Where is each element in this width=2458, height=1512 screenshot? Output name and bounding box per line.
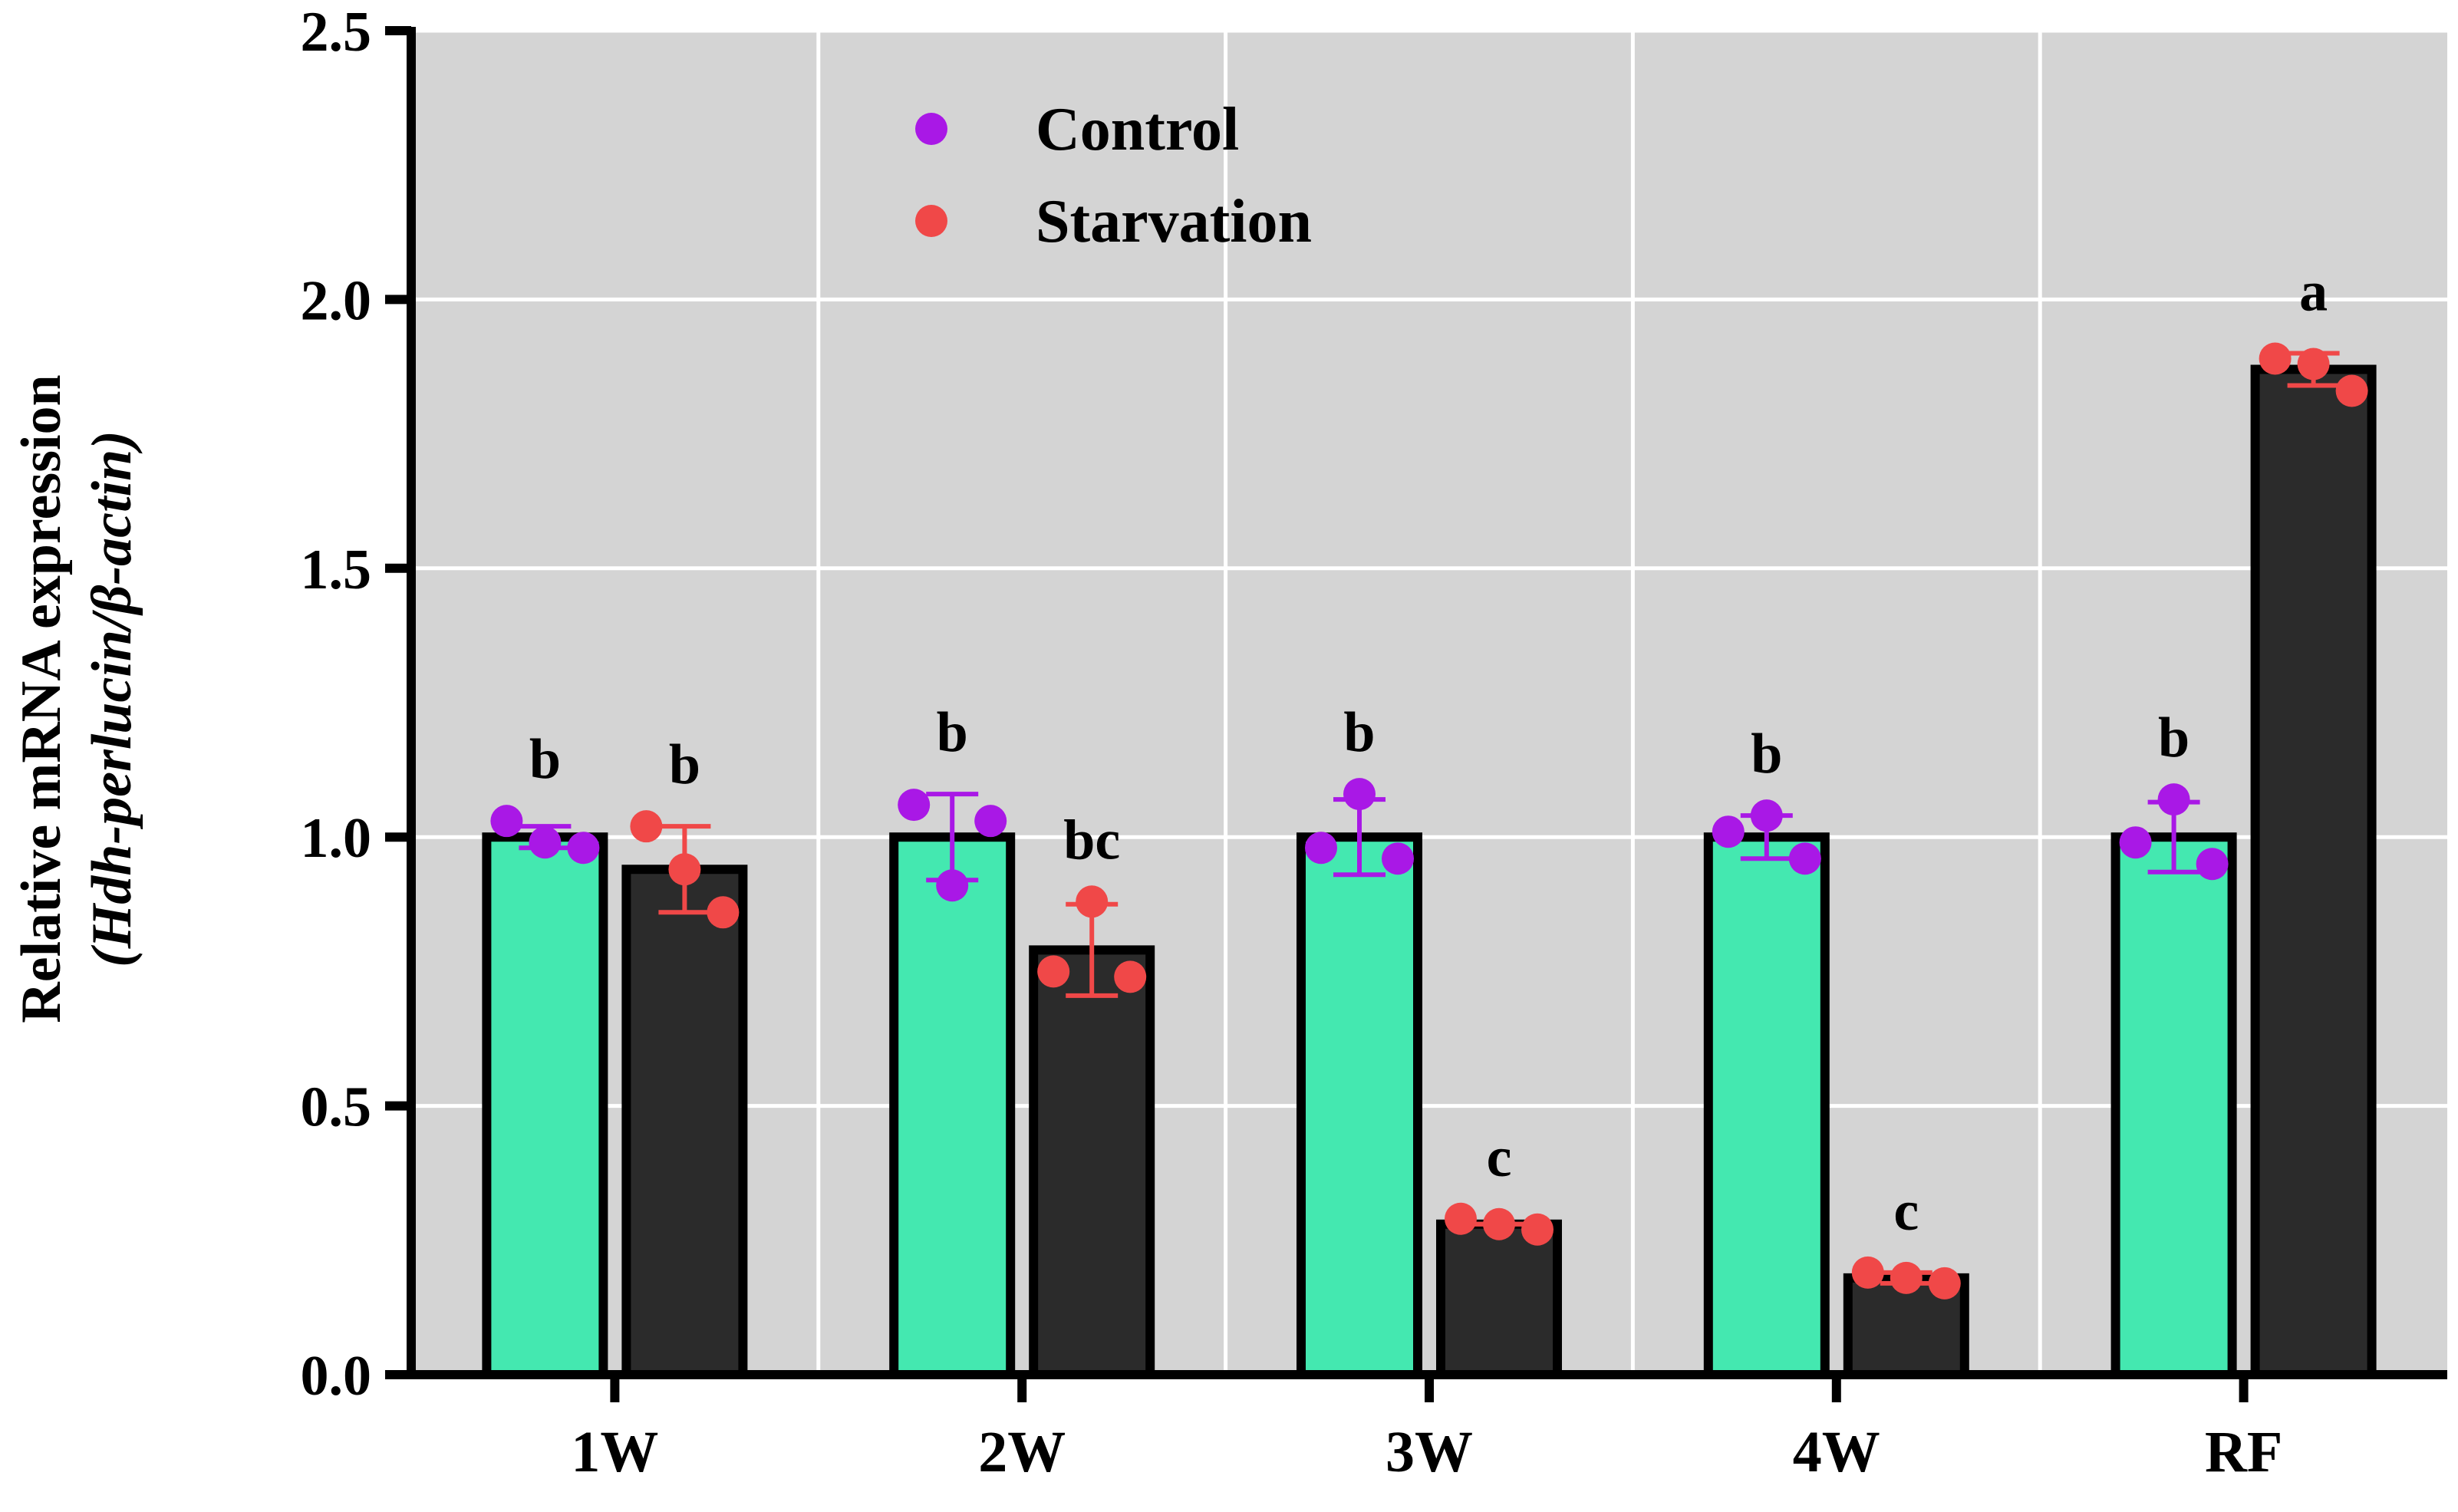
significance-label: b [2158, 707, 2189, 769]
data-point-control [1343, 778, 1376, 811]
data-point-control [898, 789, 931, 822]
grid-lines [411, 28, 2447, 1377]
data-point-starvation [630, 810, 663, 843]
data-point-control [1788, 842, 1821, 875]
significance-label: b [529, 728, 561, 791]
significance-label: bc [1063, 809, 1120, 871]
significance-label: b [1751, 723, 1782, 786]
plot-background [411, 31, 2447, 1375]
x-tick-label: 3W [1386, 1420, 1473, 1484]
data-point-control [567, 832, 600, 865]
significance-label: c [1893, 1180, 1919, 1243]
data-point-starvation [1483, 1207, 1515, 1240]
y-tick-label: 0.0 [301, 1345, 372, 1408]
significance-label: b [669, 733, 700, 796]
bars [482, 364, 2377, 1380]
x-tick-label: 2W [978, 1420, 1066, 1484]
data-point-control [936, 869, 969, 902]
legend: Control Starvation [915, 96, 1312, 255]
data-point-starvation [668, 853, 701, 886]
axes: 0.0 0.5 1.0 1.5 2.0 2.5 1W 2W 3W 4W RF [301, 1, 2447, 1484]
data-point-control [1305, 832, 1337, 865]
bar-starvation-2W [1029, 945, 1155, 1380]
legend-label-starvation: Starvation [1036, 188, 1312, 255]
data-point-control [529, 826, 562, 859]
data-point-starvation [1037, 955, 1070, 988]
data-point-starvation [2259, 342, 2292, 375]
bar-control-4W [1703, 832, 1830, 1379]
data-point-starvation [2335, 374, 2368, 407]
data-point-control [974, 805, 1007, 838]
data-point-starvation [1445, 1202, 1477, 1235]
data-point-starvation [2297, 348, 2330, 380]
data-point-control [2119, 826, 2152, 859]
bar-control-1W [482, 832, 608, 1379]
data-point-starvation [1521, 1213, 1554, 1246]
x-tick-label: 1W [571, 1420, 658, 1484]
data-point-starvation [1076, 885, 1109, 918]
bar-control-2W [889, 832, 1016, 1379]
significance-label: b [937, 701, 968, 764]
data-point-starvation [1851, 1256, 1884, 1289]
y-tick-label: 1.0 [301, 807, 372, 870]
legend-label-control: Control [1036, 96, 1239, 163]
data-point-control [1382, 842, 1414, 875]
y-tick-label: 1.5 [301, 539, 372, 601]
significance-label: a [2299, 260, 2328, 323]
data-point-starvation [1114, 960, 1147, 993]
legend-marker-starvation [915, 205, 947, 237]
x-tick-label: 4W [1793, 1420, 1880, 1484]
bar-control-3W [1297, 832, 1422, 1379]
legend-marker-control [915, 113, 947, 145]
data-point-control [2196, 848, 2229, 881]
bar-starvation-3W [1436, 1219, 1562, 1379]
bar-starvation-1W [621, 865, 748, 1380]
significance-label: c [1487, 1126, 1512, 1189]
significance-label: b [1343, 701, 1375, 764]
data-point-starvation [1928, 1267, 1961, 1300]
bar-starvation-RF [2250, 364, 2377, 1379]
data-point-control [2157, 783, 2190, 816]
data-point-starvation [707, 896, 740, 929]
y-tick-label: 0.5 [301, 1076, 372, 1139]
y-tick-label: 2.0 [301, 269, 372, 332]
data-point-starvation [1890, 1261, 1923, 1294]
data-point-control [1750, 799, 1783, 832]
y-axis-label-units: (Hdh-perlucin/β-actin) [81, 430, 143, 967]
y-tick-label: 2.5 [301, 1, 372, 64]
x-tick-label: RF [2205, 1420, 2282, 1484]
data-point-control [1712, 815, 1745, 848]
y-axis-label: Relative mRNA expression [10, 374, 73, 1023]
bar-control-RF [2110, 832, 2237, 1379]
data-point-control [490, 805, 523, 838]
data-points [490, 342, 2368, 1300]
